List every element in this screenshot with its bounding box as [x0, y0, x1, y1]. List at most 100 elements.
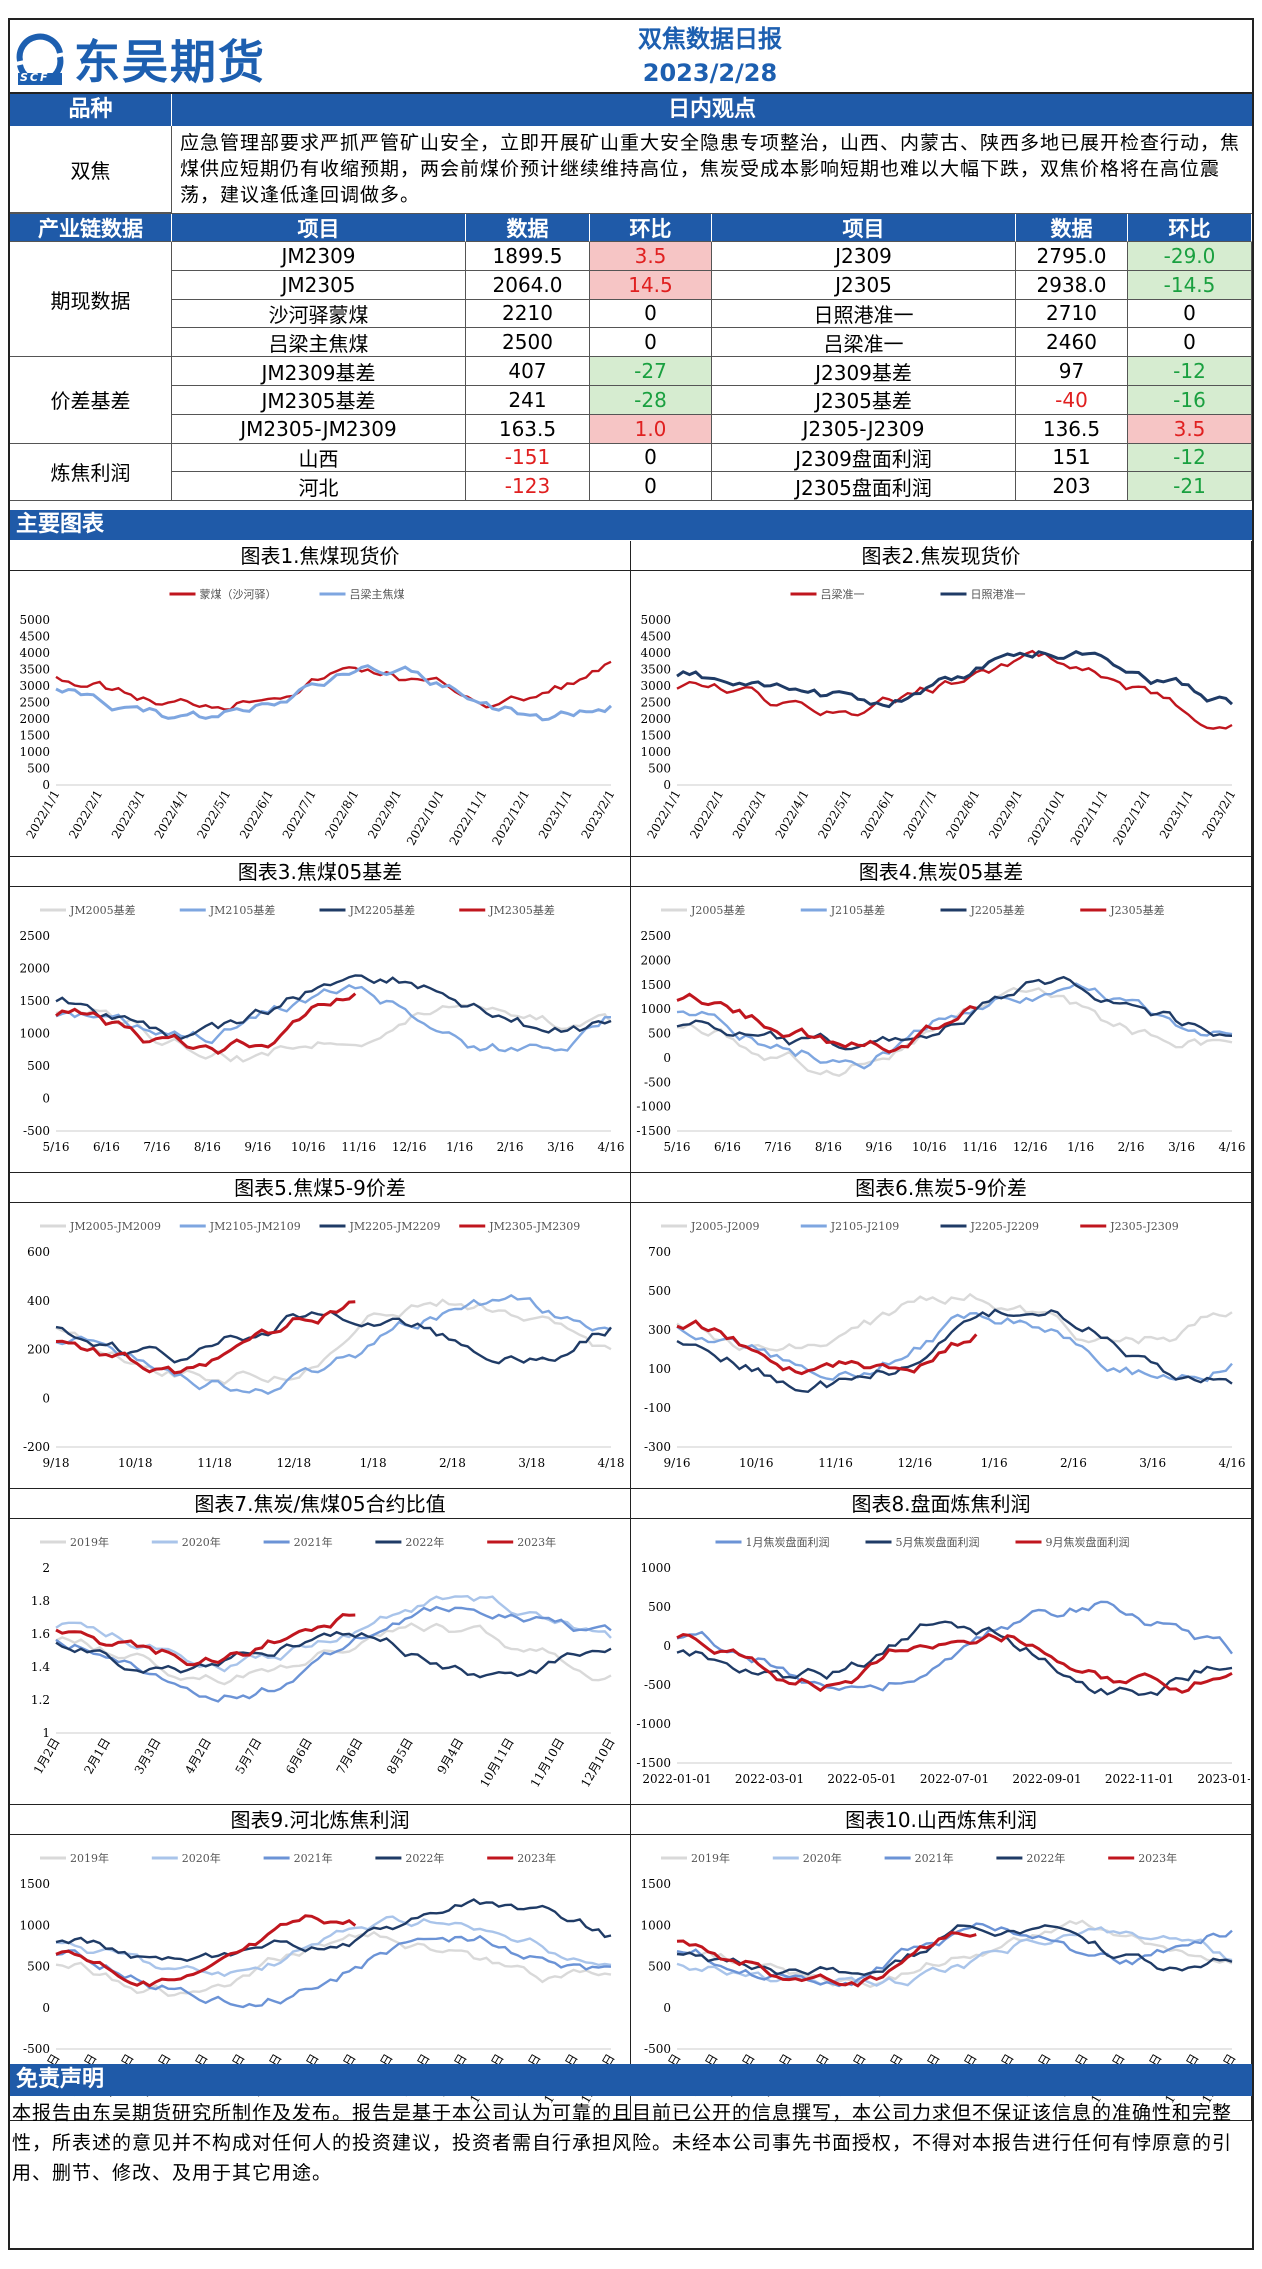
x-tick-label: 2022/6/1 [237, 788, 276, 842]
series-line [55, 1002, 612, 1063]
chain-value: 136.5 [1016, 414, 1128, 444]
series-line [55, 1630, 612, 1679]
chain-group-2: 炼焦利润 [10, 443, 172, 502]
y-tick-label: 500 [27, 1059, 50, 1073]
y-tick-label: 0 [663, 1051, 671, 1065]
chain-value: 151 [1016, 443, 1128, 473]
y-tick-label: 200 [27, 1343, 50, 1357]
x-tick-label: 2/18 [439, 1456, 466, 1470]
company-name: 东吴期货 [74, 35, 266, 89]
chain-change: -21 [1128, 472, 1252, 502]
y-tick-label: 2 [42, 1561, 50, 1575]
y-tick-label: 1 [42, 1726, 50, 1740]
x-tick-label: 2022/1/1 [645, 788, 684, 842]
legend-item: J2105基差 [800, 903, 885, 917]
chain-change: 14.5 [590, 270, 712, 300]
svg-text:JM2305基差: JM2305基差 [488, 903, 555, 917]
y-tick-label: 1000 [640, 1918, 671, 1932]
y-tick-label: -500 [23, 1124, 50, 1138]
legend-item: 9月焦炭盘面利润 [1015, 1535, 1130, 1549]
x-tick-label: 3/16 [1168, 1140, 1195, 1154]
y-tick-label: 1500 [19, 1877, 50, 1891]
series-line [55, 1914, 357, 1988]
x-tick-label: 2022-05-01 [827, 1772, 896, 1786]
x-tick-label: 6/16 [714, 1140, 741, 1154]
series-line [676, 1632, 1233, 1694]
x-tick-label: 2022/8/1 [943, 788, 982, 842]
y-tick-label: 1000 [640, 1561, 671, 1575]
y-tick-label: 400 [27, 1294, 50, 1308]
chain-change: -12 [1128, 357, 1252, 386]
chart-plot: 吕梁准一 日照港准一5000450040003500300025002000150… [640, 587, 1238, 848]
y-tick-label: 500 [648, 762, 671, 776]
legend-item: 吕梁主焦煤 [319, 587, 405, 601]
legend-item: 2022年 [996, 1851, 1065, 1865]
x-tick-label: 2/16 [1060, 1456, 1087, 1470]
svg-text:2022年: 2022年 [405, 1535, 444, 1549]
company-logo: SCF 东吴期货 [14, 26, 266, 92]
series-line [55, 974, 612, 1041]
chain-header-1: 项目 [172, 214, 466, 242]
x-tick-label: 5/16 [664, 1140, 691, 1154]
chart-1: 图表1.焦煤现货价 蒙煤（沙河驿） 吕梁主焦煤 5000 4500 4000 3500 300… [10, 541, 631, 857]
y-tick-label: 1000 [19, 1027, 50, 1041]
chain-change: -29.0 [1128, 242, 1252, 271]
svg-text:5月焦炭盘面利润: 5月焦炭盘面利润 [896, 1535, 980, 1549]
chain-value: -123 [466, 472, 590, 502]
chain-value: 163.5 [466, 414, 590, 444]
x-tick-label: 1/16 [981, 1456, 1008, 1470]
svg-text:2019年: 2019年 [70, 1851, 109, 1865]
y-tick-label: 2000 [640, 712, 671, 726]
legend-item: 日照港准一 [940, 588, 1026, 601]
x-tick-label: 11/18 [197, 1456, 232, 1470]
x-tick-label: 2023/1/1 [536, 788, 575, 842]
chain-change: 0 [1128, 299, 1252, 329]
chain-value: 2500 [466, 328, 590, 358]
chain-value: -40 [1016, 386, 1128, 415]
y-tick-label: 600 [27, 1245, 50, 1259]
x-tick-label: 3/16 [547, 1140, 574, 1154]
chain-change: -28 [590, 386, 712, 415]
chain-value: 2938.0 [1016, 270, 1128, 300]
legend-item: 2021年 [263, 1851, 333, 1865]
series-line [55, 1622, 612, 1686]
y-tick-label: 2500 [640, 696, 671, 710]
svg-text:J2005-J2009: J2005-J2009 [690, 1220, 760, 1233]
chain-value: 2064.0 [466, 270, 590, 300]
legend-item: J2205-J2209 [940, 1220, 1039, 1233]
legend-item: 吕梁准一 [790, 587, 865, 601]
y-tick-label: 700 [648, 1245, 671, 1259]
chain-change: 3.5 [590, 242, 712, 271]
chain-item: JM2305基差 [172, 386, 466, 415]
series-line [55, 1613, 356, 1667]
x-tick-label: 1/18 [360, 1456, 387, 1470]
chain-change: 0 [1128, 328, 1252, 358]
x-tick-label: 2022/10/1 [404, 788, 447, 848]
report-title: 双焦数据日报 [638, 25, 782, 53]
svg-text:吕梁准一: 吕梁准一 [821, 587, 865, 601]
x-tick-label: 2022/10/1 [1025, 788, 1068, 848]
chart-title: 图表7.焦炭/焦煤05合约比值 [10, 1489, 630, 1519]
series-line [676, 975, 1233, 1051]
series-line [676, 982, 1233, 1070]
chain-item: J2309 [712, 242, 1016, 271]
chain-value: 2795.0 [1016, 242, 1128, 271]
x-tick-label: 2022/9/1 [986, 788, 1025, 842]
svg-text:2023年: 2023年 [1138, 1851, 1177, 1865]
svg-text:JM2105-JM2109: JM2105-JM2109 [209, 1220, 301, 1233]
x-tick-label: 2022/9/1 [365, 788, 404, 842]
report-header: SCF 东吴期货 双焦数据日报 2023/2/28 [10, 20, 1252, 94]
view-product: 双焦 [10, 126, 172, 213]
chain-item: 吕梁主焦煤 [172, 328, 466, 358]
y-tick-label: -300 [644, 1440, 671, 1454]
y-tick-label: 3500 [640, 663, 671, 677]
svg-text:2021年: 2021年 [915, 1851, 954, 1865]
chain-header-2: 数据 [466, 214, 590, 242]
chart-plot: J2005-J2009 J2105-J2109 J2205-J2209 J2305-J… [644, 1220, 1245, 1470]
x-tick-label: 9/16 [865, 1140, 892, 1154]
legend-item: J2005-J2009 [661, 1220, 760, 1233]
y-tick-label: 1000 [640, 745, 671, 759]
x-tick-label: 12/18 [277, 1456, 312, 1470]
series-line [676, 986, 1233, 1077]
x-tick-label: 10/16 [912, 1140, 947, 1154]
